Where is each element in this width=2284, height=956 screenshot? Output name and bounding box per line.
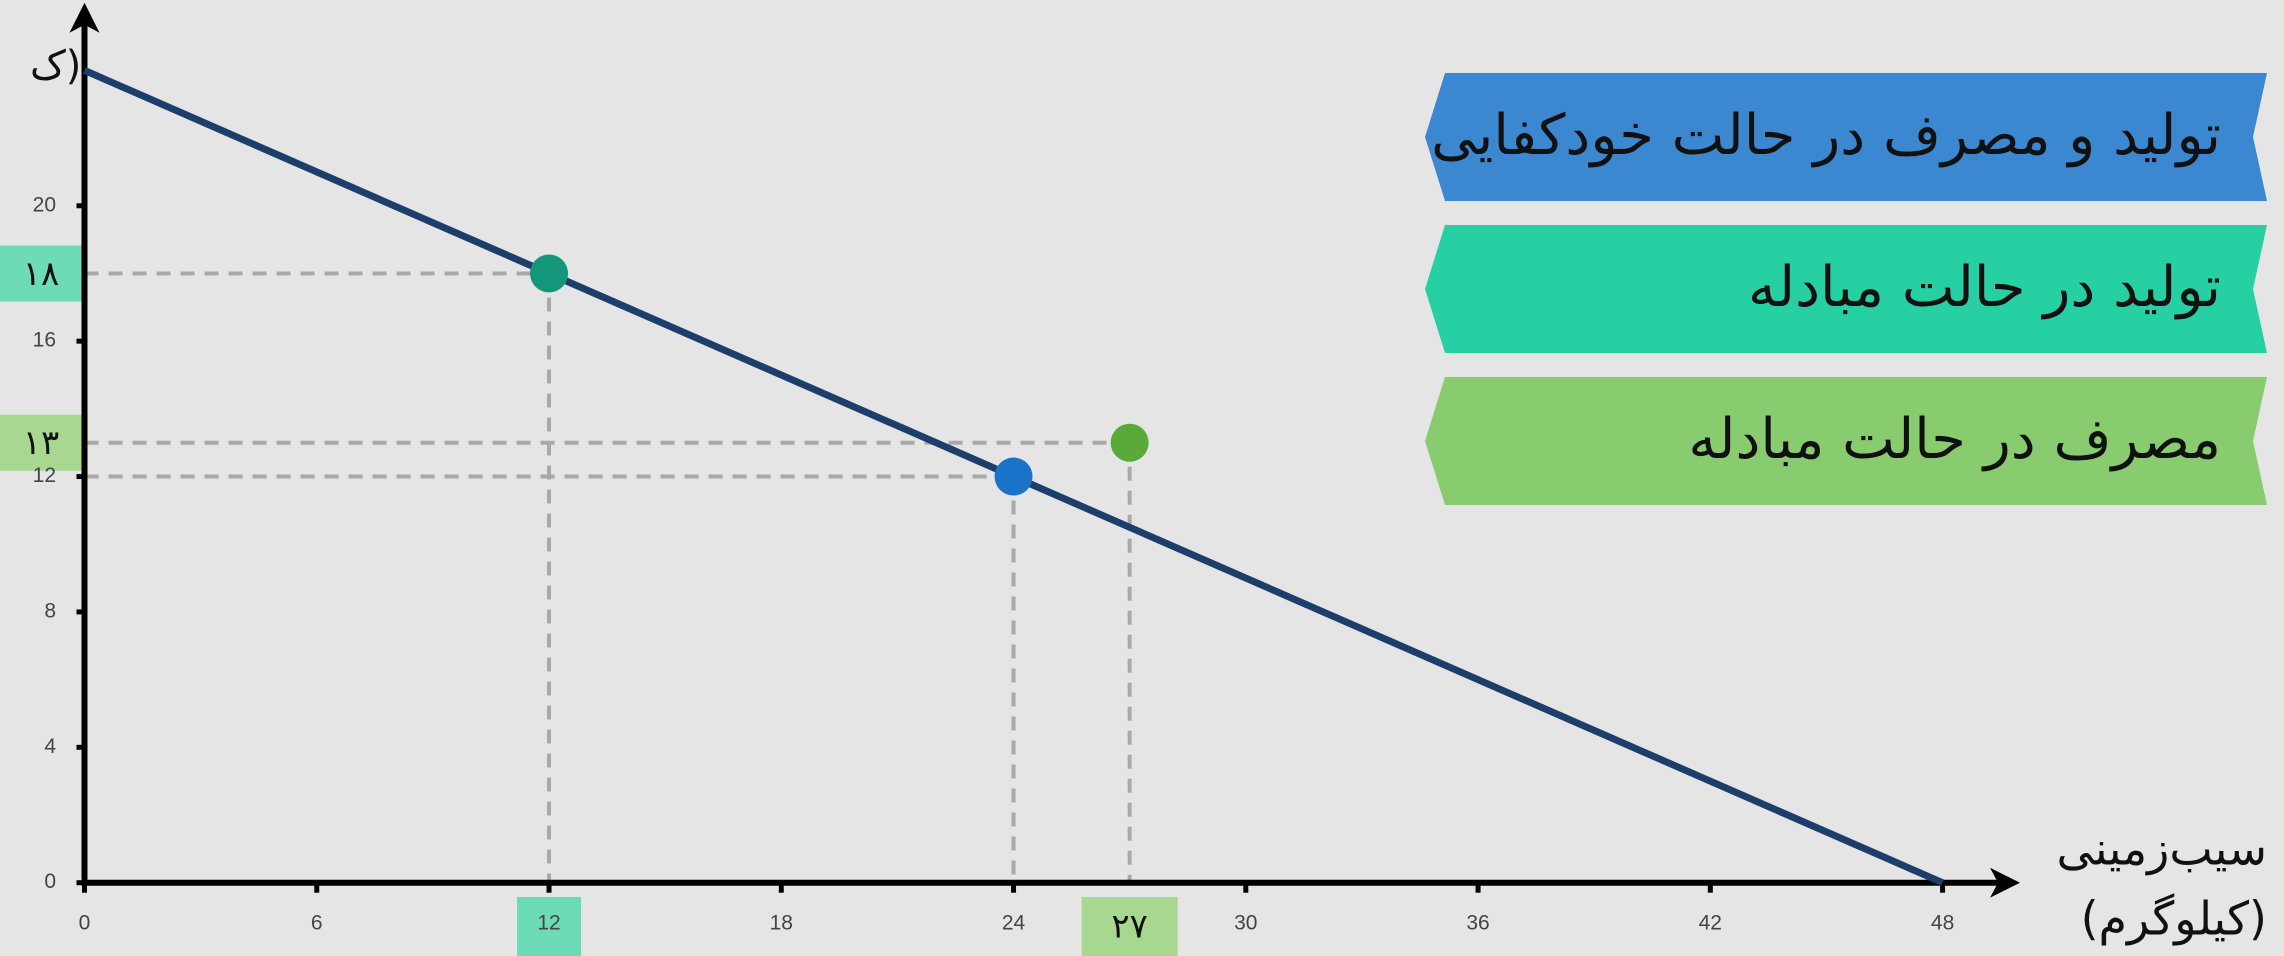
x-tick-label: 24	[1002, 912, 1026, 935]
x-tick-label: 36	[1466, 912, 1489, 935]
x-tick-label: 0	[79, 912, 91, 935]
x-tick-label: 48	[1931, 912, 1954, 935]
x-axis-label: (کیلوگرم)	[2081, 892, 2267, 947]
x-axis-label: سیب‌زمینی	[2056, 822, 2267, 876]
x-tick-label: 18	[770, 912, 793, 935]
legend-banner	[1425, 73, 2267, 201]
x-annotation-box	[517, 897, 582, 956]
y-annotation: ۱۸	[23, 254, 60, 294]
x-annotation-box	[1081, 897, 1178, 956]
x-axis-arrow	[1990, 867, 2020, 898]
x-tick-label: 6	[311, 912, 323, 935]
y-tick-label: 4	[44, 735, 56, 758]
point	[994, 457, 1033, 496]
x-tick-label: 12	[537, 912, 560, 935]
y-annotation: ۱۳	[23, 423, 60, 463]
y-annotation-box	[0, 414, 82, 471]
y-tick-label: 12	[33, 464, 56, 487]
x-annotation: ۲۷	[1111, 907, 1148, 947]
legend-label: مصرف در حالت مبادله	[1688, 407, 2221, 472]
point	[530, 254, 569, 293]
legend-label: تولید و مصرف در حالت خودکفایی	[1431, 103, 2221, 168]
y-tick-label: 0	[44, 870, 56, 893]
y-axis-arrow	[69, 2, 100, 33]
x-tick-label: 30	[1234, 912, 1257, 935]
legend-label: تولید در حالت مبادله	[1748, 255, 2221, 320]
legend-banner	[1425, 225, 2267, 353]
y-tick-label: 20	[33, 193, 56, 216]
y-tick-label: 16	[33, 329, 56, 352]
y-annotation-box	[0, 245, 82, 302]
x-tick-label: 42	[1699, 912, 1722, 935]
y-axis-label: (ک	[30, 43, 81, 89]
legend-banner	[1425, 377, 2267, 505]
y-tick-label: 8	[44, 599, 56, 622]
point	[1110, 423, 1149, 462]
